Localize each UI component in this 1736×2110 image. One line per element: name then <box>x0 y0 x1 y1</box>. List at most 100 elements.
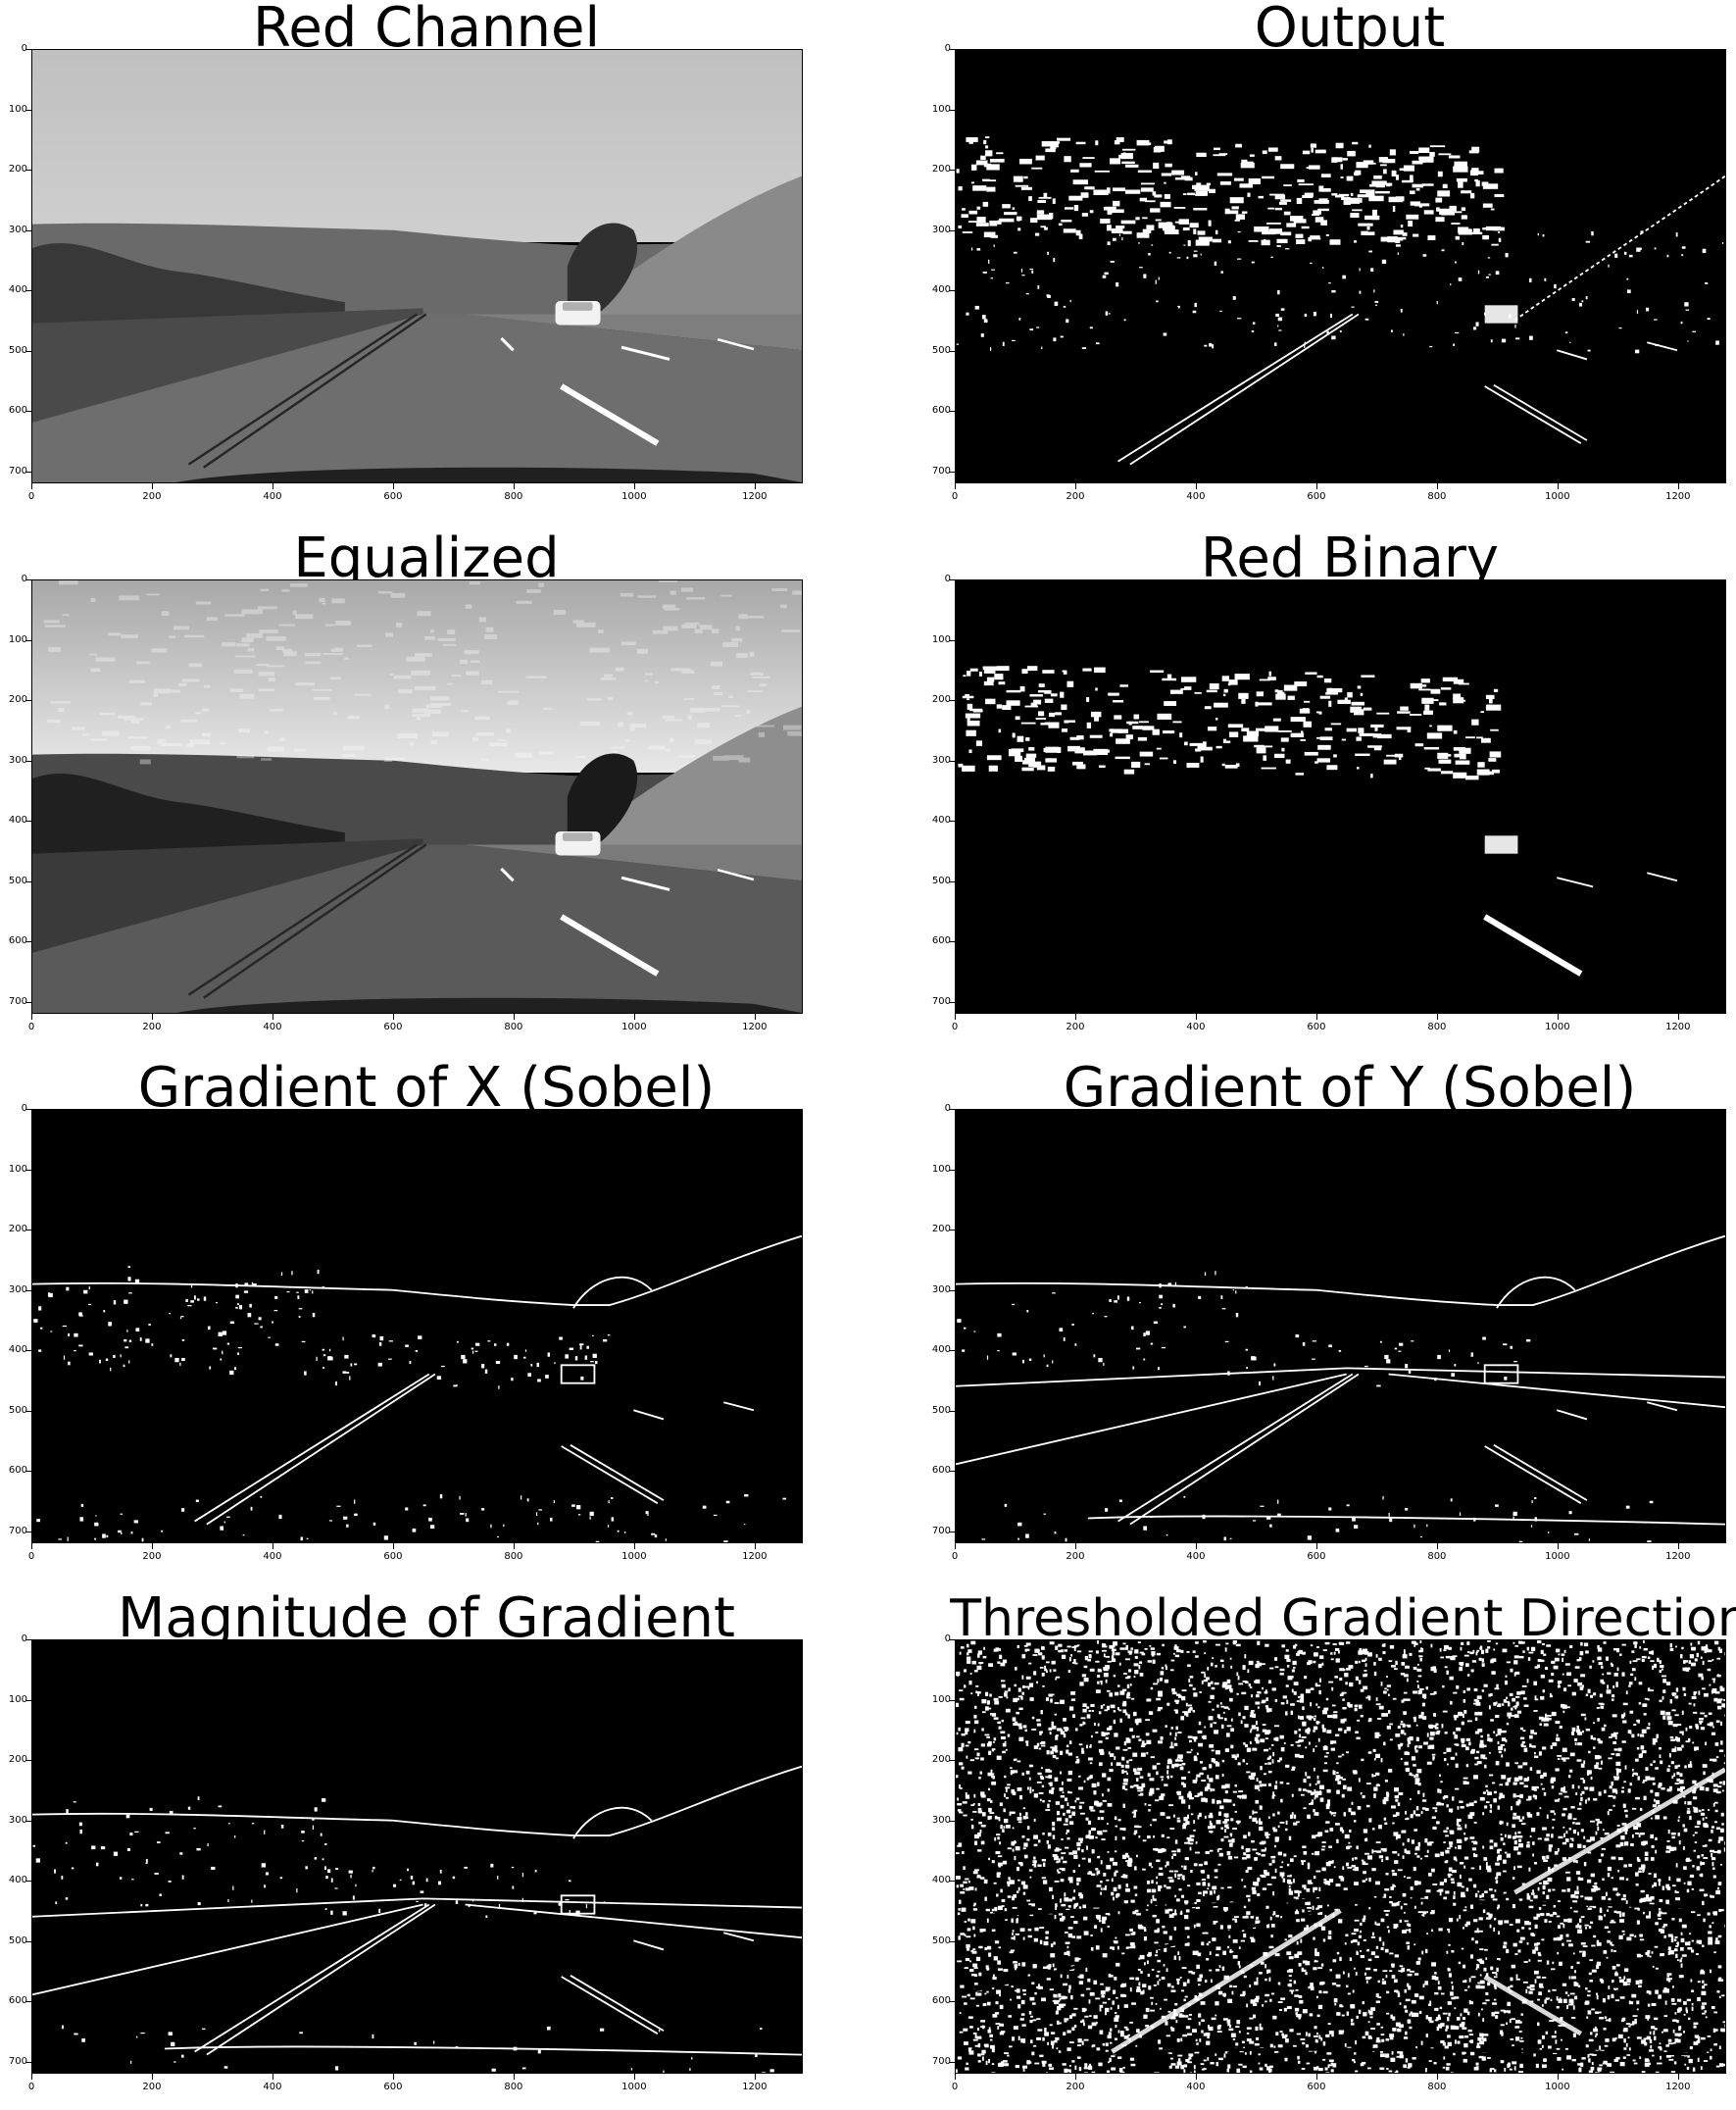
y-tick-label: 300 <box>0 1816 27 1826</box>
x-tick-label: 0 <box>952 492 958 502</box>
x-tick-mark <box>955 1543 956 1549</box>
x-tick-mark <box>1437 2074 1438 2080</box>
x-tick-mark <box>1558 483 1559 489</box>
y-tick-label: 400 <box>0 285 27 295</box>
y-tick-label: 400 <box>923 285 951 295</box>
x-tick-label: 600 <box>383 1552 402 1562</box>
x-tick-label: 1000 <box>621 2083 646 2092</box>
x-tick-mark <box>393 1543 394 1549</box>
x-tick-mark <box>755 483 756 489</box>
x-tick-label: 1200 <box>742 1552 767 1562</box>
x-tick-label: 600 <box>1307 1023 1325 1032</box>
x-tick-mark <box>31 1543 32 1549</box>
x-tick-mark <box>955 1014 956 1020</box>
y-tick-label: 400 <box>0 1876 27 1885</box>
y-tick-label: 600 <box>923 936 951 946</box>
x-tick-mark <box>955 483 956 489</box>
x-tick-mark <box>514 2074 515 2080</box>
x-tick-label: 400 <box>1186 492 1205 502</box>
image-frame <box>31 579 803 1014</box>
y-tick-label: 300 <box>0 1285 27 1295</box>
y-tick-label: 200 <box>923 165 951 175</box>
x-tick-label: 200 <box>1066 2083 1084 2092</box>
y-tick-label: 100 <box>923 1695 951 1705</box>
x-tick-mark <box>514 1543 515 1549</box>
x-tick-label: 200 <box>142 492 161 502</box>
x-tick-label: 0 <box>28 492 34 502</box>
x-tick-label: 400 <box>1186 2083 1205 2092</box>
y-tick-label: 500 <box>0 1406 27 1416</box>
y-tick-label: 100 <box>0 635 27 645</box>
x-tick-label: 600 <box>1307 2083 1325 2092</box>
y-tick-label: 0 <box>0 44 27 54</box>
y-tick-label: 0 <box>923 44 951 54</box>
y-tick-label: 700 <box>0 2057 27 2067</box>
y-tick-label: 200 <box>923 1755 951 1765</box>
x-tick-mark <box>31 1014 32 1020</box>
y-tick-label: 400 <box>923 816 951 826</box>
y-tick-label: 0 <box>923 1634 951 1644</box>
x-tick-mark <box>1437 483 1438 489</box>
x-tick-mark <box>634 1543 635 1549</box>
x-tick-mark <box>634 2074 635 2080</box>
panel-image <box>956 1640 1725 2073</box>
y-tick-label: 500 <box>923 1936 951 1946</box>
y-tick-label: 600 <box>923 406 951 416</box>
y-tick-label: 100 <box>923 635 951 645</box>
x-tick-mark <box>634 1014 635 1020</box>
x-tick-mark <box>1678 483 1679 489</box>
panel-image <box>956 50 1725 482</box>
y-tick-label: 0 <box>923 575 951 584</box>
x-tick-mark <box>514 1014 515 1020</box>
x-tick-label: 1200 <box>1665 492 1690 502</box>
y-tick-label: 200 <box>0 165 27 175</box>
x-tick-label: 0 <box>28 1552 34 1562</box>
panel-image <box>32 580 802 1013</box>
x-tick-mark <box>634 483 635 489</box>
x-tick-label: 0 <box>28 2083 34 2092</box>
x-tick-label: 800 <box>504 492 522 502</box>
x-tick-mark <box>1437 1014 1438 1020</box>
x-tick-label: 200 <box>142 1023 161 1032</box>
x-tick-mark <box>1316 1014 1317 1020</box>
x-tick-label: 1000 <box>1545 492 1569 502</box>
y-tick-label: 600 <box>0 1466 27 1476</box>
x-tick-label: 0 <box>952 1552 958 1562</box>
x-tick-mark <box>393 483 394 489</box>
image-frame <box>31 1109 803 1543</box>
x-tick-label: 200 <box>142 2083 161 2092</box>
x-tick-label: 800 <box>1427 492 1446 502</box>
x-tick-label: 1200 <box>1665 1552 1690 1562</box>
y-tick-label: 300 <box>923 1285 951 1295</box>
x-tick-label: 800 <box>504 1023 522 1032</box>
x-tick-label: 400 <box>263 492 281 502</box>
y-tick-label: 200 <box>923 1225 951 1234</box>
x-tick-label: 400 <box>1186 1552 1205 1562</box>
x-tick-mark <box>1196 2074 1197 2080</box>
x-tick-label: 600 <box>383 2083 402 2092</box>
y-tick-label: 500 <box>0 1936 27 1946</box>
x-tick-mark <box>393 2074 394 2080</box>
x-tick-mark <box>755 1014 756 1020</box>
x-tick-label: 1000 <box>1545 2083 1569 2092</box>
x-tick-mark <box>755 1543 756 1549</box>
x-tick-mark <box>1075 1543 1076 1549</box>
x-tick-mark <box>755 2074 756 2080</box>
y-tick-label: 700 <box>0 467 27 477</box>
image-frame <box>955 1109 1726 1543</box>
x-tick-label: 1200 <box>742 492 767 502</box>
x-tick-mark <box>152 1014 153 1020</box>
panel-image <box>32 1640 802 2073</box>
panel-image <box>32 50 802 482</box>
y-tick-label: 0 <box>0 1634 27 1644</box>
x-tick-mark <box>1316 483 1317 489</box>
y-tick-label: 400 <box>923 1876 951 1885</box>
y-tick-label: 400 <box>0 816 27 826</box>
y-tick-label: 500 <box>923 877 951 886</box>
y-tick-label: 700 <box>0 997 27 1007</box>
y-tick-label: 700 <box>0 1527 27 1536</box>
